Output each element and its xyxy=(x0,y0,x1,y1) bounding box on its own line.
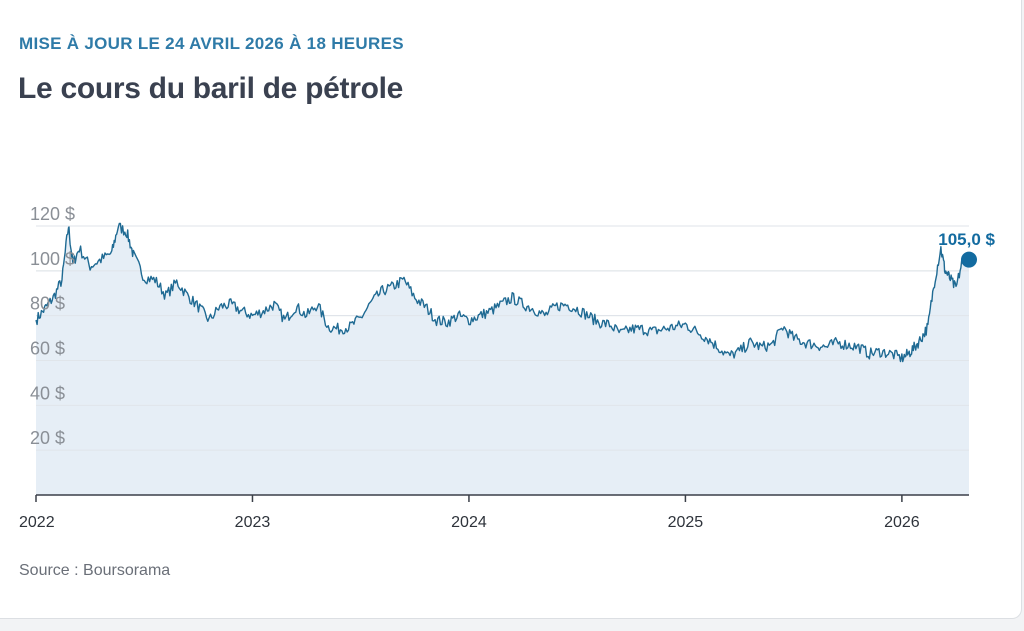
x-tick-label: 2022 xyxy=(19,514,55,531)
series-line xyxy=(35,222,970,363)
update-timestamp: MISE À JOUR LE 24 AVRIL 2026 À 18 HEURES xyxy=(19,34,404,53)
last-value-label: 105,0 $ xyxy=(938,230,995,249)
series-area xyxy=(36,223,969,495)
source-note: Source : Boursorama xyxy=(19,562,171,579)
y-tick-label: 20 $ xyxy=(30,428,65,448)
last-value-marker xyxy=(961,251,977,268)
x-tick-label: 2026 xyxy=(884,514,920,531)
y-tick-label: 60 $ xyxy=(30,339,65,359)
x-tick-label: 2024 xyxy=(451,514,487,531)
y-tick-label: 40 $ xyxy=(30,383,65,403)
y-tick-label: 120 $ xyxy=(30,204,75,224)
chart-title: Le cours du baril de pétrole xyxy=(18,72,404,105)
x-tick-label: 2025 xyxy=(668,514,704,531)
x-tick-label: 2023 xyxy=(235,514,271,531)
y-tick-label: 80 $ xyxy=(30,294,65,314)
y-tick-label: 100 $ xyxy=(30,249,75,269)
